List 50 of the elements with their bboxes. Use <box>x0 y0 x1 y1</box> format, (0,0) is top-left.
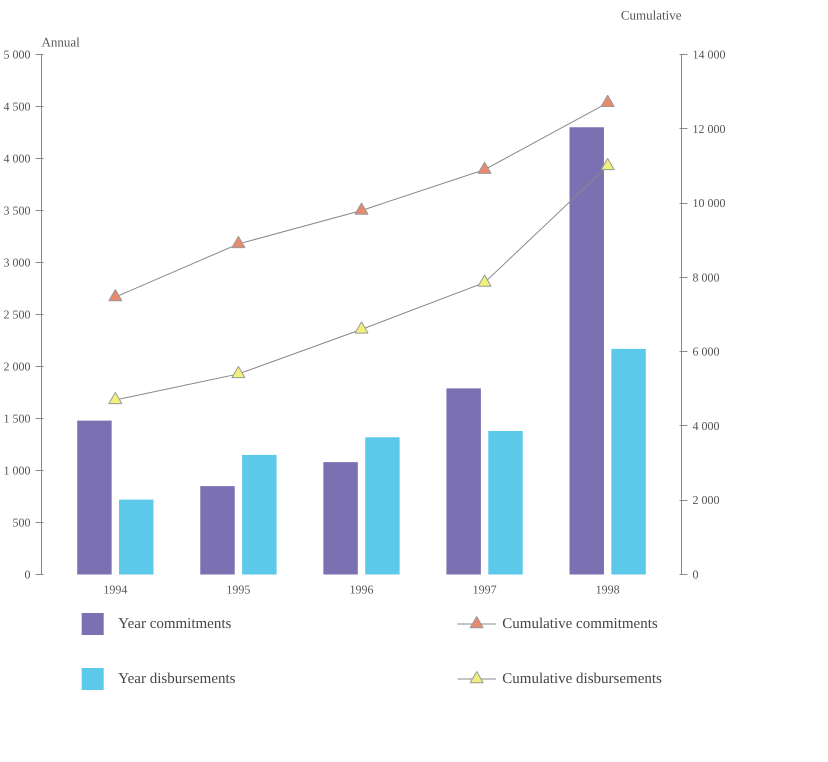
y2-tick-label: 0 <box>692 568 698 582</box>
bar <box>119 500 154 574</box>
y2-tick-label: 12 000 <box>692 122 726 136</box>
y-tick-label: 3 500 <box>4 204 30 218</box>
y-tick-label: 3 000 <box>4 256 30 270</box>
bar <box>611 348 646 574</box>
x-tick-label: 1997 <box>472 582 497 596</box>
y-tick-label: 2 500 <box>4 308 30 322</box>
x-tick-label: 1996 <box>350 582 374 596</box>
y-axis-title: Annual <box>42 34 80 50</box>
x-tick-label: 1994 <box>103 582 128 596</box>
y2-axis-title: Cumulative <box>620 8 682 22</box>
x-tick-label: 1995 <box>226 582 250 596</box>
y-tick-label: 4 500 <box>4 100 30 114</box>
point <box>478 274 492 287</box>
point <box>354 321 368 334</box>
bar <box>488 430 523 574</box>
bar <box>200 486 235 574</box>
y-tick-label: 2 000 <box>4 360 30 374</box>
y-tick-label: 0 <box>24 568 30 582</box>
point <box>231 366 246 378</box>
point <box>600 158 615 170</box>
y-tick-label: 4 000 <box>4 152 30 166</box>
bar <box>323 462 358 574</box>
legend-label: Cumulative disbursements <box>502 671 662 687</box>
y2-tick-label: 8 000 <box>692 270 720 284</box>
bar <box>242 454 277 574</box>
legend-label: Year commitments <box>118 616 232 632</box>
y2-tick-label: 6 000 <box>692 344 720 359</box>
y2-tick-label: 10 000 <box>692 196 726 210</box>
bar <box>446 388 481 574</box>
y2-tick-label: 14 000 <box>692 48 726 62</box>
point <box>231 236 246 248</box>
point <box>354 202 368 215</box>
y-tick-label: 1 000 <box>4 464 30 478</box>
bar <box>365 437 400 574</box>
bar <box>570 127 604 574</box>
legend-label: Cumulative commitments <box>502 616 658 632</box>
legend-label: Year disbursements <box>118 671 236 687</box>
y-tick-label: 1 500 <box>4 412 30 426</box>
y2-tick-label: 4 000 <box>692 418 720 433</box>
point <box>478 162 492 174</box>
point <box>108 392 122 404</box>
y2-tick-label: 2 000 <box>692 493 720 508</box>
point <box>600 94 615 108</box>
point <box>108 289 122 302</box>
y-tick-label: 5 000 <box>4 48 30 62</box>
x-tick-label: 1998 <box>596 582 620 596</box>
y-tick-label: 500 <box>12 516 30 530</box>
bar <box>77 420 112 574</box>
